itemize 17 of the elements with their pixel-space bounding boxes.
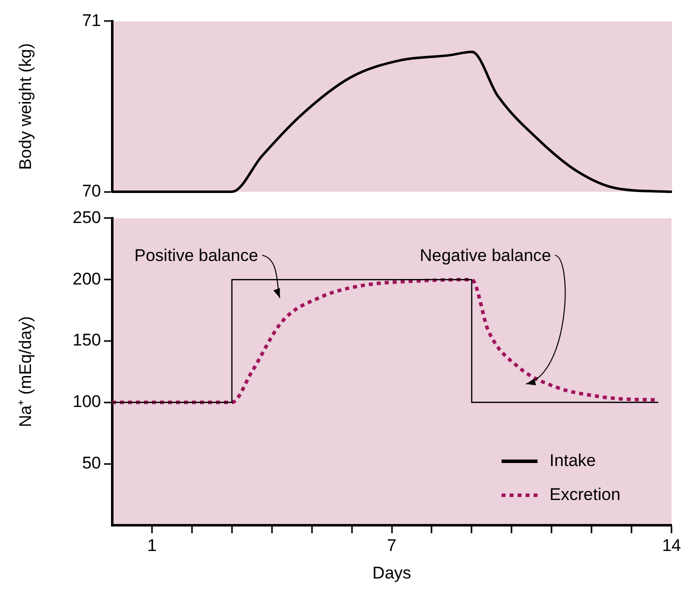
y-tick-label: 250 <box>72 208 101 227</box>
y-axis-title: Body weight (kg) <box>16 43 35 170</box>
y-tick-label: 100 <box>72 392 101 412</box>
y-tick-label: 71 <box>82 10 101 30</box>
legend-label: Excretion <box>550 484 620 504</box>
y-axis-title: Na⁺ (mEq/day) <box>16 316 35 428</box>
y-tick-label: 50 <box>82 453 101 472</box>
annotation: Positive balance <box>134 246 258 266</box>
y-tick-label: 200 <box>72 269 101 288</box>
x-axis-title: Days <box>372 563 412 582</box>
y-tick-label: 70 <box>82 181 101 200</box>
legend-label: Intake <box>550 450 596 470</box>
x-tick-label: 1 <box>147 536 157 556</box>
x-tick-label: 7 <box>387 536 397 556</box>
annotation: Negative balance <box>420 246 552 266</box>
x-tick-label: 14 <box>662 536 682 556</box>
y-tick-label: 150 <box>72 330 101 350</box>
